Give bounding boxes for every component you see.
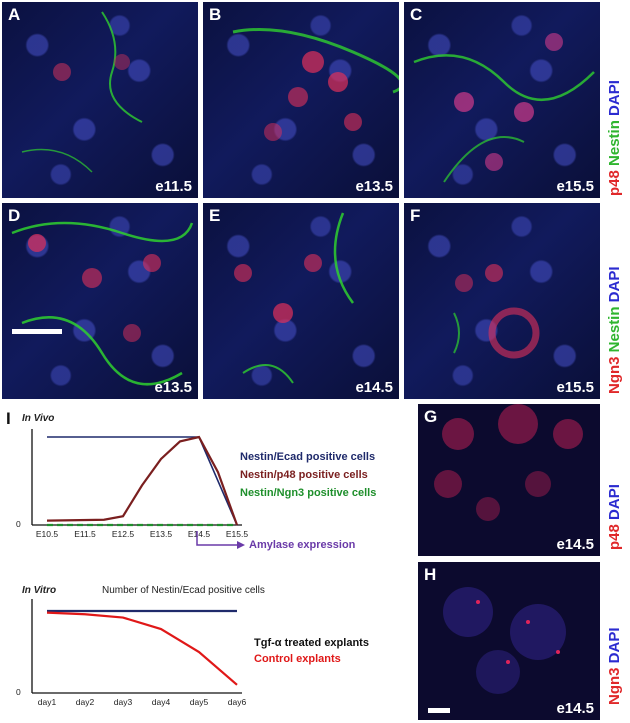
panel-letter: C bbox=[410, 5, 423, 24]
label-dapi: DAPI bbox=[606, 627, 623, 664]
cell-overlay bbox=[21, 11, 143, 173]
stage-label: e13.5 bbox=[355, 178, 393, 195]
stage-label: e11.5 bbox=[155, 178, 192, 195]
label-dapi: DAPI bbox=[606, 80, 623, 116]
stage-label: e14.5 bbox=[556, 536, 594, 553]
zero-label-invivo: 0 bbox=[16, 519, 21, 529]
cell-overlay bbox=[443, 587, 566, 694]
invitro-tick-label: day6 bbox=[228, 697, 247, 707]
invitro-tick-label: day1 bbox=[38, 697, 57, 707]
cell-overlay bbox=[11, 221, 194, 386]
label-p48: p48 bbox=[606, 170, 623, 196]
invivo-tick-label: E10.5 bbox=[36, 529, 58, 539]
graph-panel-i: I In Vivo In Vitro Number of Nestin/Ecad… bbox=[2, 407, 412, 721]
scale-bar bbox=[12, 329, 62, 334]
label-dapi: DAPI bbox=[606, 484, 623, 520]
amylase-arrowhead bbox=[237, 541, 245, 549]
micrograph-h: H e14.5 bbox=[418, 562, 600, 720]
cell-overlay bbox=[453, 264, 540, 359]
invivo-title: In Vivo bbox=[22, 413, 55, 424]
legend-nestin-ecad: Nestin/Ecad positive cells bbox=[240, 451, 376, 463]
line-charts: E10.5 E11.5 E12.5 E13.5 E14.5 E15.5 day1 day2 d… bbox=[31, 429, 248, 707]
invivo-tick-label: E13.5 bbox=[150, 529, 172, 539]
legend-nestin-ngn3: Nestin/Ngn3 positive cells bbox=[240, 487, 377, 499]
panel-letter: G bbox=[424, 407, 438, 426]
invitro-series-1 bbox=[46, 611, 238, 686]
panel-letter: D bbox=[8, 206, 21, 225]
micrograph-e: E e14.5 bbox=[203, 203, 399, 399]
invitro-tick-label: day2 bbox=[76, 697, 95, 707]
label-ngn3: Ngn3 bbox=[606, 356, 623, 395]
row-label-h: Ngn3 DAPI bbox=[606, 575, 623, 705]
invivo-tick-label: E11.5 bbox=[74, 529, 96, 539]
invitro-title: In Vitro bbox=[22, 585, 57, 596]
invivo-tick-label: E15.5 bbox=[226, 529, 248, 539]
legend-tgf-alpha: Tgf-α treated explants bbox=[254, 637, 369, 649]
cell-overlay bbox=[413, 33, 595, 183]
invivo-tick-label: E14.5 bbox=[188, 529, 210, 539]
invivo-series-0 bbox=[47, 436, 238, 526]
stage-label: e14.5 bbox=[556, 700, 594, 717]
stage-label: e15.5 bbox=[556, 379, 594, 396]
legend-nestin-p48: Nestin/p48 positive cells bbox=[240, 469, 368, 481]
label-p48: p48 bbox=[606, 524, 623, 550]
label-dapi: DAPI bbox=[606, 266, 623, 303]
panel-letter: I bbox=[6, 409, 11, 428]
invivo-series-1 bbox=[46, 435, 239, 526]
amylase-arrow bbox=[196, 531, 237, 546]
panel-letter: B bbox=[209, 5, 222, 24]
micrograph-b: B e13.5 bbox=[203, 2, 399, 198]
panel-letter: F bbox=[410, 206, 421, 225]
zero-label-invitro: 0 bbox=[16, 687, 21, 697]
invitro-tick-label: day5 bbox=[190, 697, 209, 707]
invitro-tick-label: day4 bbox=[152, 697, 171, 707]
invitro-subtitle: Number of Nestin/Ecad positive cells bbox=[102, 585, 265, 596]
micrograph-g: G e14.5 bbox=[418, 404, 600, 556]
stage-label: e13.5 bbox=[154, 379, 192, 396]
legend-control: Control explants bbox=[254, 653, 341, 665]
label-nestin: Nestin bbox=[606, 306, 623, 353]
label-nestin: Nestin bbox=[606, 120, 623, 166]
stage-label: e15.5 bbox=[556, 178, 594, 195]
panel-letter: A bbox=[8, 5, 21, 24]
invitro-tick-label: day3 bbox=[114, 697, 133, 707]
micrograph-f: F e15.5 bbox=[404, 203, 600, 399]
invivo-tick-label: E12.5 bbox=[112, 529, 134, 539]
micrograph-d: D e13.5 bbox=[2, 203, 198, 399]
panel-letter: H bbox=[424, 565, 437, 584]
row-label-top: p48 Nestin DAPI bbox=[606, 20, 623, 196]
cell-overlay bbox=[234, 212, 355, 384]
scale-bar bbox=[428, 708, 450, 713]
micrograph-a: A e11.5 bbox=[2, 2, 198, 198]
stage-label: e14.5 bbox=[355, 379, 393, 396]
panel-letter: E bbox=[209, 206, 221, 225]
cell-overlay bbox=[434, 404, 583, 521]
micrograph-c: C e15.5 bbox=[404, 2, 600, 198]
cell-overlay bbox=[232, 28, 399, 141]
row-label-g: p48 DAPI bbox=[606, 420, 623, 550]
row-label-mid: Ngn3 Nestin DAPI bbox=[606, 218, 623, 394]
amylase-label: Amylase expression bbox=[249, 539, 356, 551]
label-ngn3: Ngn3 bbox=[606, 667, 623, 706]
